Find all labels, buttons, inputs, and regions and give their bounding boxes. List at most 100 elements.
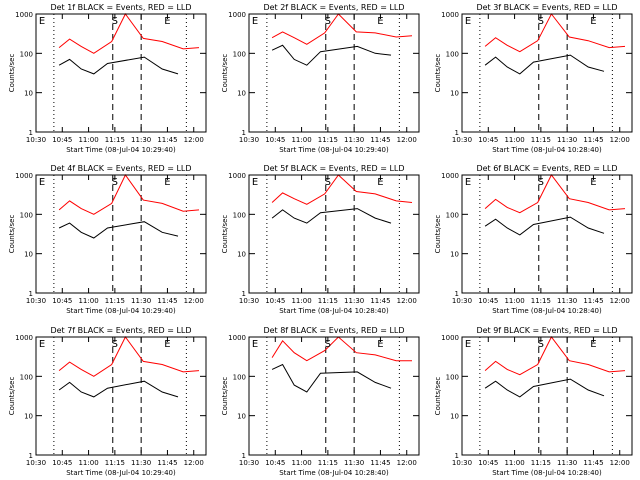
y-tick-label: 100 <box>233 50 246 58</box>
marker-annotation: S <box>538 339 544 350</box>
panel-title: Det 5f BLACK = Events, RED = LLD <box>263 164 404 173</box>
y-tick-label: 1 <box>242 129 246 137</box>
y-tick-label: 100 <box>233 211 246 219</box>
x-tick-label: 10:30 <box>452 459 472 467</box>
x-tick-label: 11:45 <box>583 136 603 144</box>
x-tick-label: 11:45 <box>157 297 177 305</box>
y-tick-label: 1000 <box>441 11 459 19</box>
marker-annotation: S <box>112 177 118 188</box>
marker-annotation: E <box>465 177 471 188</box>
panel-7: Det 7f BLACK = Events, RED = LLD Start Ti… <box>8 326 207 477</box>
marker-annotation: E <box>590 177 596 188</box>
plot-frame <box>35 13 207 133</box>
y-tick-label: 1000 <box>228 172 246 180</box>
y-tick-label: 1 <box>455 452 459 460</box>
panel-title: Det 8f BLACK = Events, RED = LLD <box>263 326 404 335</box>
y-tick-label: 1 <box>242 290 246 298</box>
x-tick-label: 10:45 <box>265 459 285 467</box>
plot-frame <box>248 336 420 456</box>
marker-annotation: E <box>252 339 258 350</box>
y-tick-label: 10 <box>24 251 33 259</box>
x-tick-label: 10:30 <box>239 297 259 305</box>
x-tick-label: 11:00 <box>78 136 98 144</box>
lld-series-line <box>58 174 200 215</box>
y-tick-label: 1 <box>455 129 459 137</box>
panel-9: Det 9f BLACK = Events, RED = LLD Start Ti… <box>434 326 633 477</box>
y-tick-label: 10 <box>237 413 246 421</box>
y-tick-label: 1 <box>455 290 459 298</box>
panel-title: Det 6f BLACK = Events, RED = LLD <box>476 164 617 173</box>
x-tick-label: 10:45 <box>265 136 285 144</box>
y-axis-label: Counts/sec <box>434 54 442 93</box>
events-series-line <box>484 378 605 398</box>
marker-annotation: S <box>112 16 118 27</box>
marker-annotation: S <box>538 16 544 27</box>
marker-annotation: E <box>377 16 383 27</box>
x-tick-label: 11:45 <box>157 459 177 467</box>
x-tick-label: 11:15 <box>318 459 338 467</box>
panel-4: Det 4f BLACK = Events, RED = LLD Start Ti… <box>8 164 207 315</box>
x-tick-label: 10:30 <box>452 297 472 305</box>
x-tick-label: 10:45 <box>52 459 72 467</box>
x-tick-label: 12:00 <box>184 459 204 467</box>
y-tick-label: 1000 <box>15 172 33 180</box>
events-series-line <box>271 44 392 66</box>
events-series-line <box>484 216 605 236</box>
x-axis-label: Start Time (08-Jul-04 10:29:40) <box>279 146 389 154</box>
lld-series-line <box>271 174 413 205</box>
y-axis-label: Counts/sec <box>8 377 16 416</box>
x-tick-label: 11:00 <box>78 459 98 467</box>
marker-annotation: E <box>377 339 383 350</box>
y-tick-label: 1 <box>242 452 246 460</box>
x-tick-label: 12:00 <box>397 297 417 305</box>
x-tick-label: 11:15 <box>531 297 551 305</box>
marker-annotation: E <box>465 16 471 27</box>
y-tick-label: 1000 <box>228 334 246 342</box>
x-tick-label: 11:45 <box>370 297 390 305</box>
x-tick-label: 10:45 <box>52 136 72 144</box>
panel-8: Det 8f BLACK = Events, RED = LLD Start Ti… <box>221 326 420 477</box>
marker-annotation: E <box>590 339 596 350</box>
y-axis-label: Counts/sec <box>434 215 442 254</box>
marker-annotation: S <box>112 339 118 350</box>
panel-title: Det 2f BLACK = Events, RED = LLD <box>263 3 404 12</box>
y-tick-label: 1 <box>29 452 33 460</box>
x-tick-label: 10:30 <box>26 136 46 144</box>
x-tick-label: 11:30 <box>344 297 364 305</box>
x-tick-label: 11:00 <box>78 297 98 305</box>
marker-annotation: E <box>164 16 170 27</box>
panel-2: Det 2f BLACK = Events, RED = LLD Start Ti… <box>221 3 420 154</box>
x-tick-label: 11:30 <box>131 136 151 144</box>
plot-frame <box>248 13 420 133</box>
panel-title: Det 3f BLACK = Events, RED = LLD <box>476 3 617 12</box>
x-tick-label: 11:15 <box>105 136 125 144</box>
x-tick-label: 10:30 <box>239 136 259 144</box>
marker-annotation: E <box>377 177 383 188</box>
lld-series-line <box>484 174 626 214</box>
x-tick-label: 12:00 <box>397 459 417 467</box>
lld-series-line <box>58 336 200 377</box>
y-tick-label: 100 <box>446 211 459 219</box>
y-tick-label: 10 <box>450 413 459 421</box>
lld-series-line <box>58 13 200 54</box>
events-series-line <box>271 363 392 393</box>
y-tick-label: 100 <box>20 373 33 381</box>
y-tick-label: 100 <box>446 373 459 381</box>
marker-annotation: E <box>39 339 45 350</box>
lld-series-line <box>271 336 412 362</box>
lld-series-line <box>484 13 626 53</box>
x-tick-label: 11:30 <box>557 459 577 467</box>
x-tick-label: 11:45 <box>583 459 603 467</box>
x-tick-label: 10:45 <box>478 297 498 305</box>
y-tick-label: 1000 <box>441 172 459 180</box>
x-tick-label: 11:15 <box>531 136 551 144</box>
x-axis-label: Start Time (08-Jul-04 10:28:40) <box>279 469 389 477</box>
y-tick-label: 1000 <box>15 334 33 342</box>
x-tick-label: 11:30 <box>131 459 151 467</box>
plot-frame <box>35 174 207 294</box>
x-tick-label: 10:30 <box>26 297 46 305</box>
x-tick-label: 11:00 <box>291 459 311 467</box>
x-tick-label: 11:00 <box>291 136 311 144</box>
y-tick-label: 100 <box>233 373 246 381</box>
panel-title: Det 1f BLACK = Events, RED = LLD <box>50 3 191 12</box>
